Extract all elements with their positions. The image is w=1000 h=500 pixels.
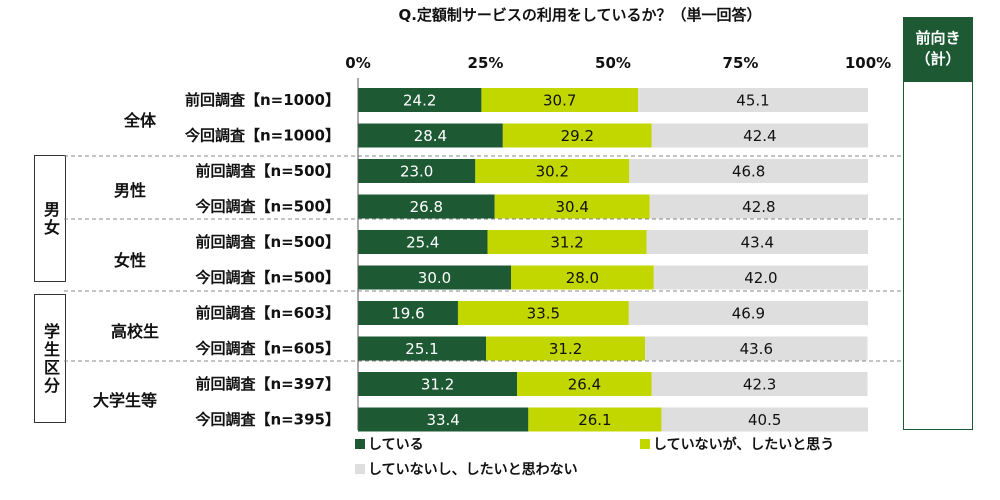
legend-item-not-want: していないし、したいと思わない xyxy=(355,459,578,479)
bar-segment xyxy=(358,230,488,254)
x-tick-label: 25% xyxy=(468,54,504,72)
bar-value-label: 42.4 xyxy=(743,127,776,145)
bar-value-label: 24.2 xyxy=(403,92,436,110)
row-label: 前回調査【n=500】 xyxy=(195,233,340,251)
row-label: 前回調査【n=603】 xyxy=(195,304,340,322)
row-label: 今回調査【n=395】 xyxy=(194,411,340,429)
x-tick-label: 75% xyxy=(723,54,759,72)
x-tick-label: 50% xyxy=(595,54,631,72)
bar-segment xyxy=(629,159,868,183)
row-label: 前回調査【n=397】 xyxy=(195,375,340,393)
bar-segment xyxy=(358,336,487,361)
bar-value-label: 46.8 xyxy=(732,163,765,181)
bar-segment xyxy=(481,88,638,112)
bar-value-label: 25.4 xyxy=(406,234,439,252)
bar-segment xyxy=(637,88,868,112)
bar-segment xyxy=(358,407,529,432)
bar-value-label: 23.0 xyxy=(400,163,433,181)
category-label-student: 学生区分 xyxy=(34,294,66,423)
bar-segment xyxy=(358,301,458,325)
bar-segment xyxy=(358,194,495,219)
bar-value-label: 43.6 xyxy=(740,340,773,358)
x-tick-label: 100% xyxy=(845,54,891,72)
bar-value-label: 31.2 xyxy=(549,340,582,358)
bar-value-label: 25.1 xyxy=(405,340,438,358)
bar-segment xyxy=(661,407,868,432)
bar-value-label: 29.2 xyxy=(561,127,594,145)
bar-segment xyxy=(502,123,652,148)
bar-segment xyxy=(645,336,868,361)
bar-segment xyxy=(528,407,662,432)
x-tick-label: 0% xyxy=(345,54,370,72)
bar-value-label: 26.8 xyxy=(410,198,443,216)
bar-segment xyxy=(358,372,518,396)
legend-label-not-want: していないし、したいと思わない xyxy=(368,462,578,478)
bar-segment xyxy=(646,230,868,254)
bar-value-label: 26.1 xyxy=(578,411,611,429)
bar-segment xyxy=(487,230,647,254)
legend-label-doing: している xyxy=(368,437,424,453)
bar-value-label: 30.2 xyxy=(536,163,569,181)
bar-value-label: 19.6 xyxy=(391,305,424,323)
bar-segment xyxy=(628,301,868,325)
row-label: 前回調査【n=1000】 xyxy=(185,91,340,109)
bar-value-label: 45.1 xyxy=(736,92,769,110)
category-label-gender-text: 男女 xyxy=(41,200,60,237)
row-label: 今回調査【n=500】 xyxy=(194,269,340,287)
bar-segment xyxy=(457,301,629,325)
bar-segment xyxy=(486,336,646,361)
bar-value-label: 31.2 xyxy=(421,376,454,394)
row-label: 今回調査【n=500】 xyxy=(194,198,340,216)
total-header-line1: 前向き xyxy=(915,29,961,47)
legend-item-doing: している xyxy=(355,434,424,454)
bar-segment xyxy=(651,372,868,396)
bar-segment xyxy=(475,159,630,183)
chart-title: Q.定額制サービスの利用をしているか？（単一回答） xyxy=(398,6,762,24)
group-label: 男性 xyxy=(114,181,146,200)
bar-value-label: 28.0 xyxy=(566,269,599,287)
category-label-student-text: 学生区分 xyxy=(41,322,60,395)
bar-value-label: 46.9 xyxy=(732,305,765,323)
bar-segment xyxy=(651,123,868,148)
bar-value-label: 42.3 xyxy=(743,376,776,394)
total-column-header: 前向き （計） xyxy=(903,17,973,81)
bar-segment xyxy=(494,194,650,219)
legend-label-want: していないが、したいと思う xyxy=(653,437,835,453)
legend-swatch-doing xyxy=(355,439,365,449)
bar-value-label: 40.5 xyxy=(748,411,781,429)
total-column xyxy=(903,81,973,430)
bar-segment xyxy=(358,88,482,112)
total-header-line2: （計） xyxy=(915,50,961,68)
group-label: 全体 xyxy=(123,111,157,130)
bar-value-label: 30.7 xyxy=(543,92,576,110)
row-label: 今回調査【n=605】 xyxy=(194,340,340,358)
bar-value-label: 30.0 xyxy=(418,269,451,287)
bar-value-label: 31.2 xyxy=(550,234,583,252)
bar-value-label: 33.4 xyxy=(426,411,459,429)
bar-value-label: 30.4 xyxy=(555,198,588,216)
group-label: 女性 xyxy=(114,251,146,270)
bar-segment xyxy=(358,123,503,148)
bar-value-label: 28.4 xyxy=(414,127,447,145)
group-label: 高校生 xyxy=(111,322,159,341)
group-label: 大学生等 xyxy=(93,391,157,410)
bar-segment xyxy=(649,194,868,219)
legend-swatch-want xyxy=(640,439,650,449)
bar-value-label: 26.4 xyxy=(568,376,601,394)
bar-value-label: 33.5 xyxy=(527,305,560,323)
legend-item-want: していないが、したいと思う xyxy=(640,434,834,454)
bar-segment xyxy=(517,372,652,396)
bar-value-label: 43.4 xyxy=(741,234,774,252)
bar-segment xyxy=(358,265,511,290)
bar-segment xyxy=(358,159,476,183)
row-label: 今回調査【n=1000】 xyxy=(184,127,340,145)
bar-value-label: 42.0 xyxy=(744,269,777,287)
legend-swatch-not-want xyxy=(355,464,365,474)
bar-segment xyxy=(653,265,868,290)
row-label: 前回調査【n=500】 xyxy=(195,162,340,180)
bar-segment xyxy=(511,265,654,290)
bar-value-label: 42.8 xyxy=(742,198,775,216)
